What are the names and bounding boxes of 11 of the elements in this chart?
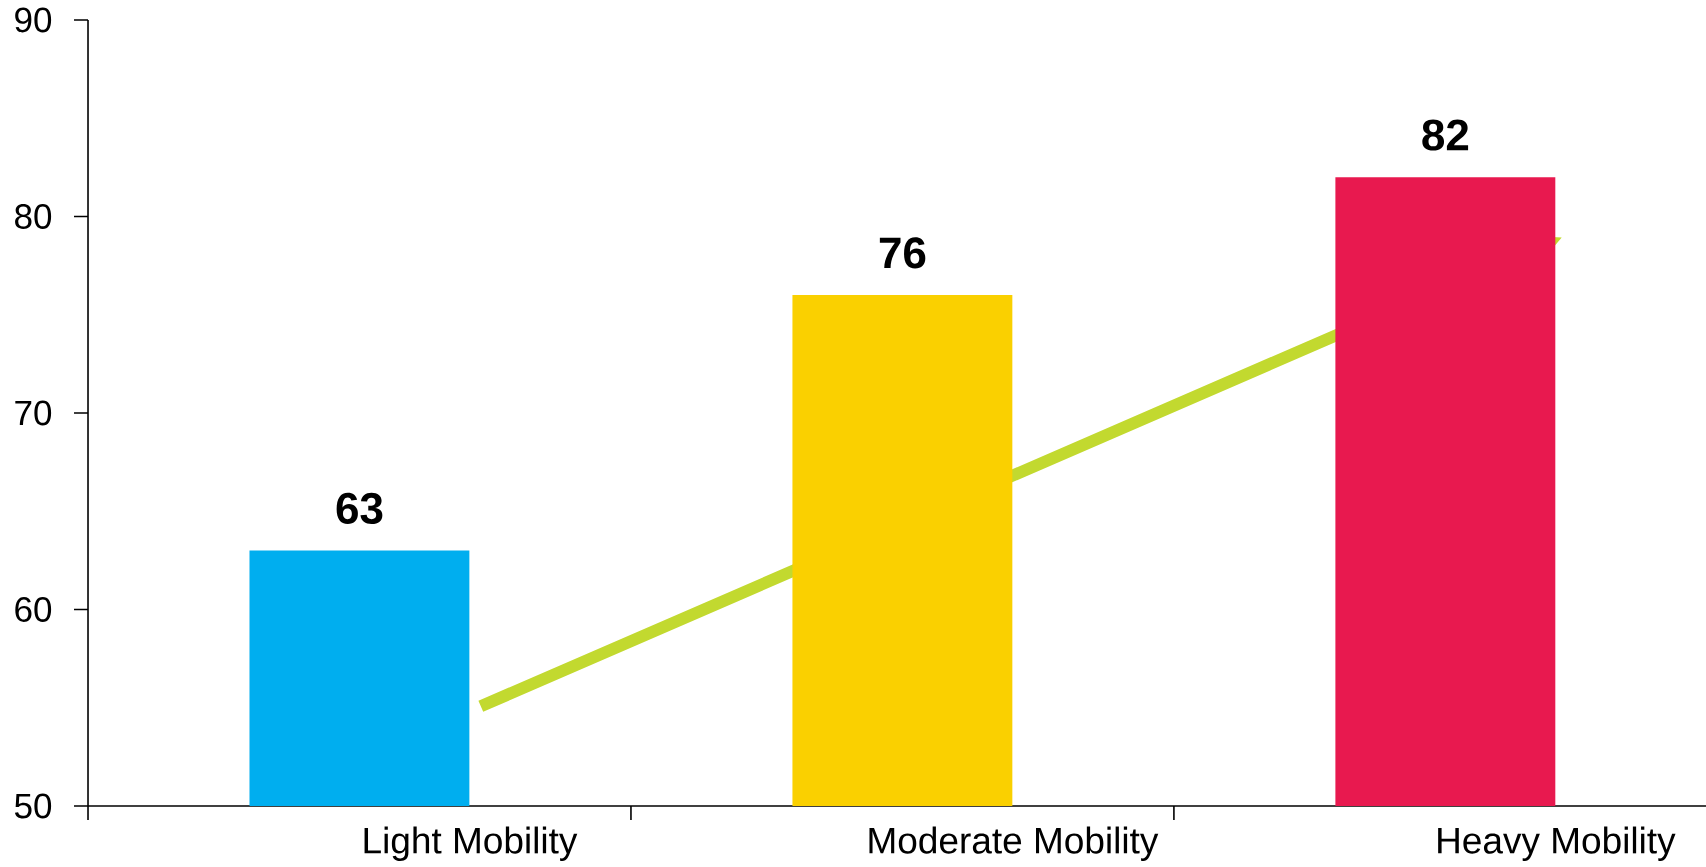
- y-tick-label: 80: [15, 204, 52, 229]
- y-tick-label: 50: [14, 793, 52, 819]
- y-tick-label: 60: [15, 597, 52, 622]
- x-tick-label: Heavy Mobility: [1438, 826, 1676, 862]
- x-tick-label: Light Mobility: [364, 826, 578, 862]
- data-label: 63: [336, 492, 383, 525]
- y-tick-label: 90: [15, 7, 52, 33]
- x-tick-label: Moderate Mobility: [869, 826, 1159, 862]
- data-label: 82: [1422, 119, 1469, 151]
- y-tick-label: 70: [15, 400, 52, 426]
- data-label: 76: [879, 237, 926, 269]
